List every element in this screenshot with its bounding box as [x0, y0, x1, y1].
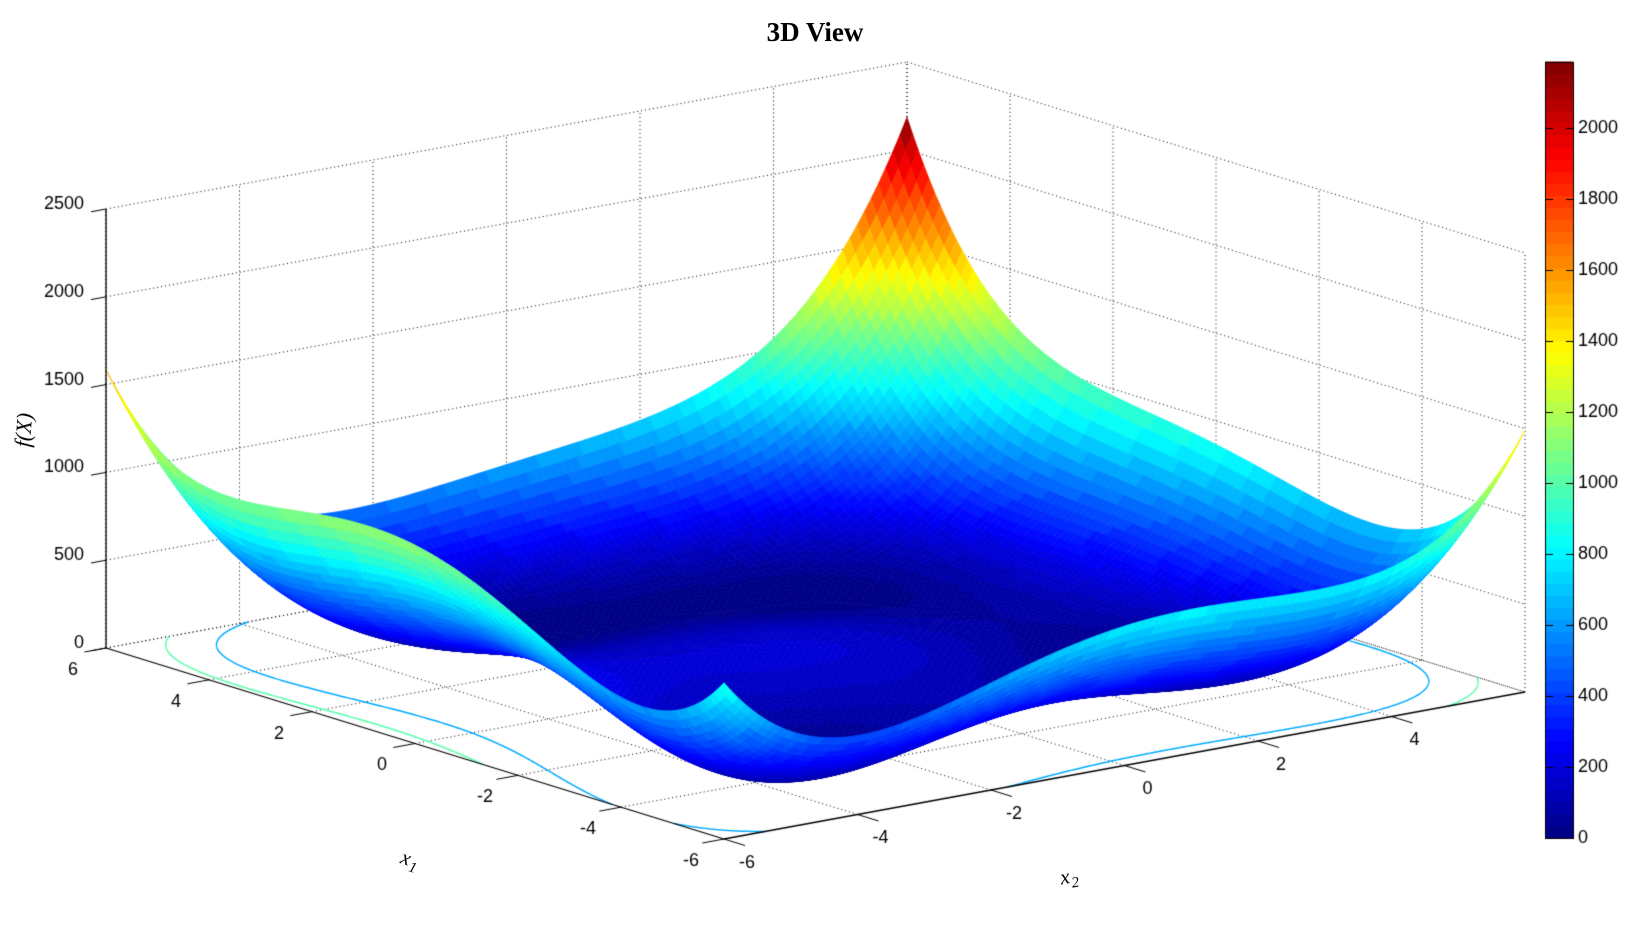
- z-axis-label: f(X): [9, 412, 38, 448]
- x2-axis-label-sub: 2: [1070, 874, 1081, 892]
- plot-title: 3D View: [766, 17, 864, 47]
